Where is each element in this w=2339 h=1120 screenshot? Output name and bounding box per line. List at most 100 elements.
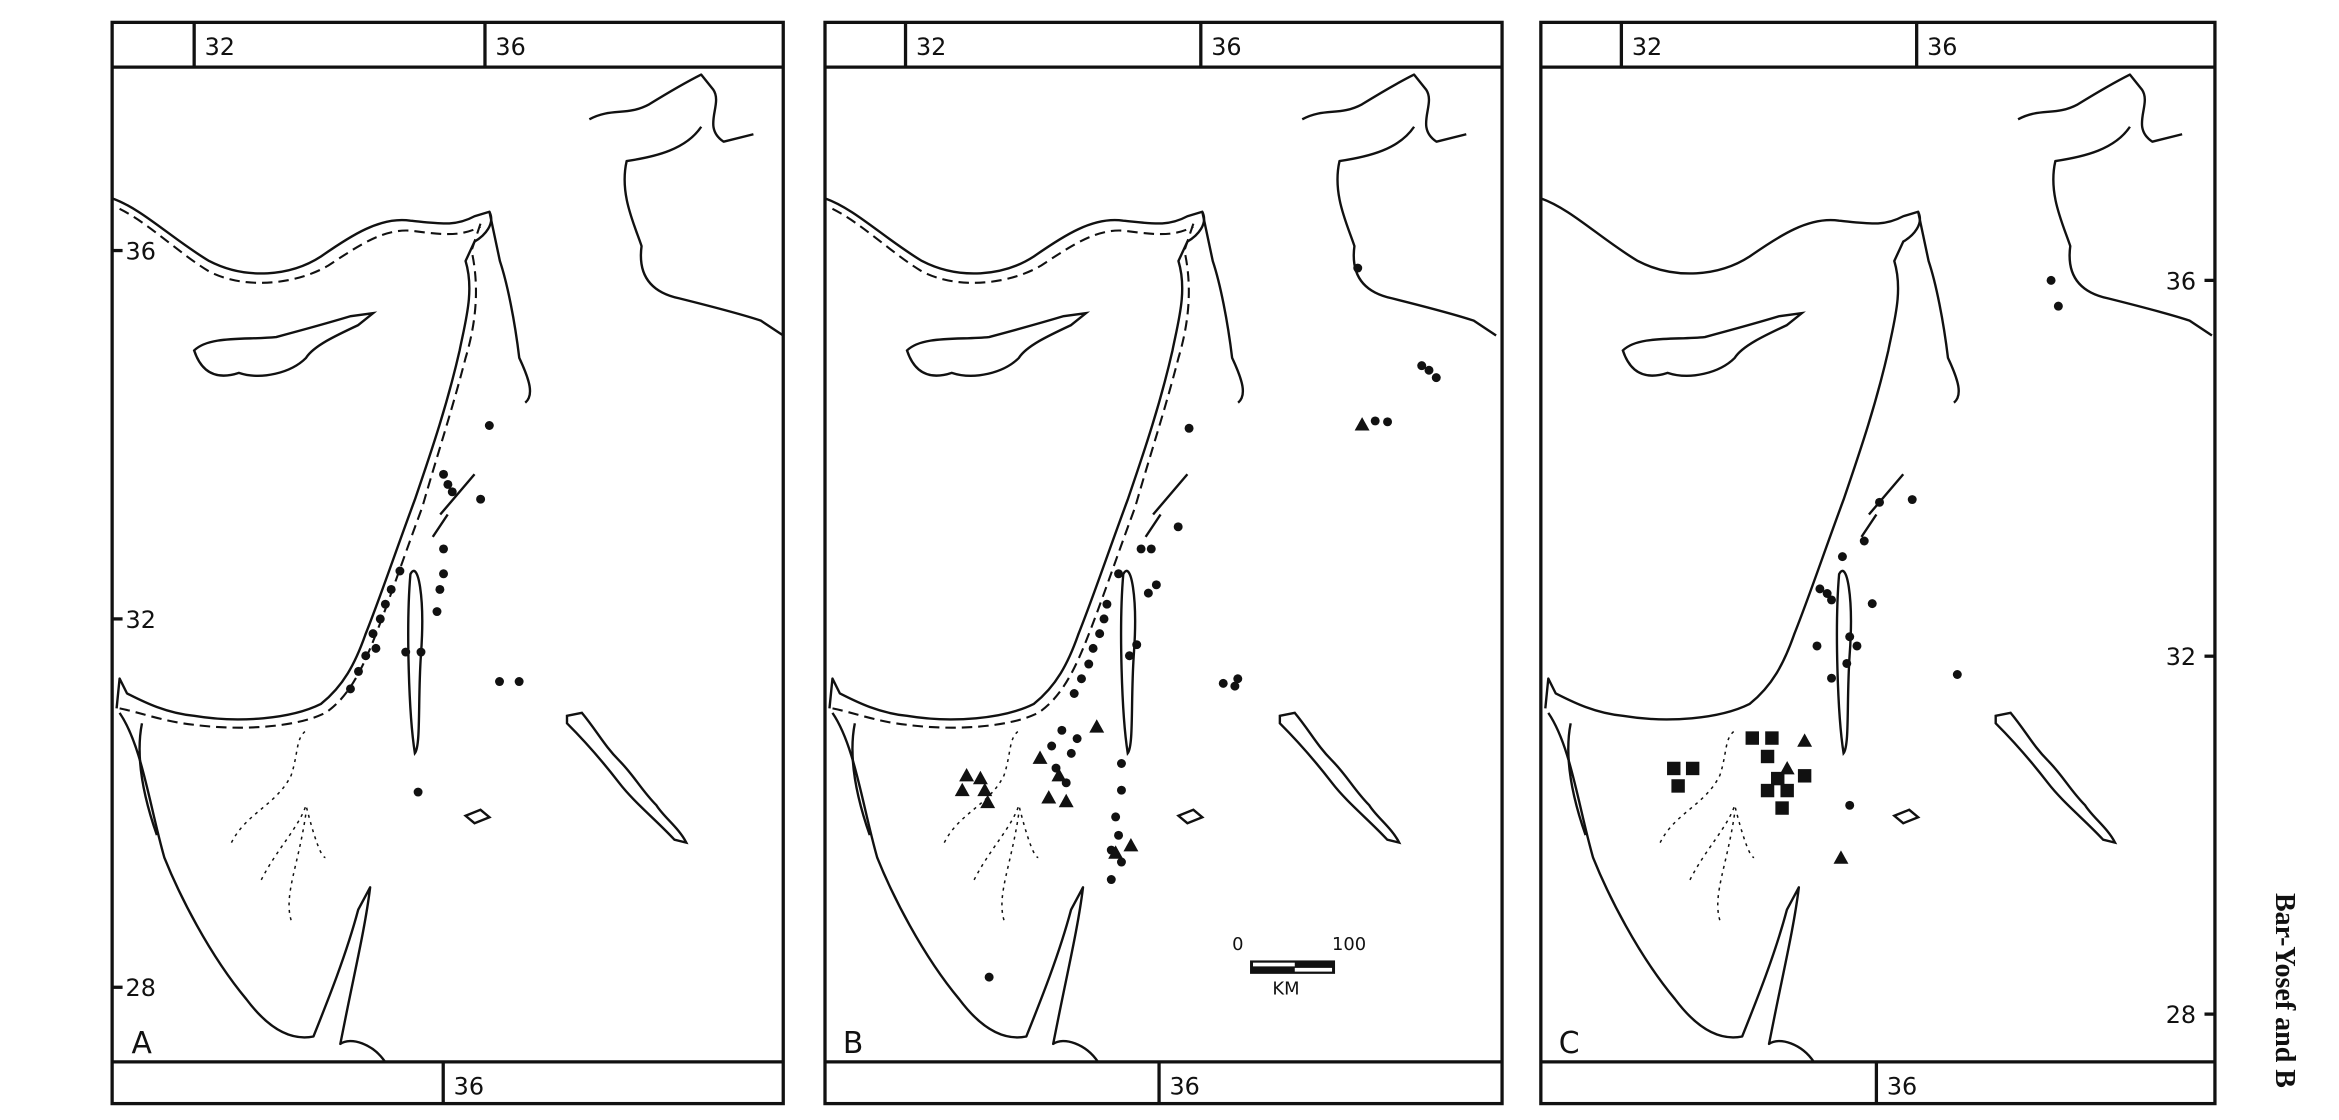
site-marker-dot	[395, 566, 405, 576]
site-marker-square	[1771, 771, 1785, 786]
site-marker-dot	[476, 494, 486, 504]
lat-label: 36	[126, 237, 156, 265]
site-marker-dot	[1230, 681, 1240, 691]
site-marker-dot	[386, 584, 396, 594]
site-markers	[1667, 275, 2063, 864]
site-marker-dot	[514, 677, 524, 687]
site-marker-dot	[1353, 263, 1363, 273]
site-marker-dot	[432, 607, 442, 617]
site-marker-dot	[1146, 544, 1156, 554]
site-marker-dot	[1837, 552, 1847, 562]
site-marker-dot	[1116, 857, 1126, 867]
site-marker-dot	[1151, 580, 1161, 590]
site-marker-dot	[439, 544, 449, 554]
site-marker-triangle	[1123, 837, 1139, 852]
panel-frame	[110, 20, 785, 1106]
site-marker-dot	[1822, 589, 1832, 598]
lon-label: 36	[1170, 1073, 1200, 1101]
lon-label: 36	[454, 1073, 484, 1101]
site-marker-dot	[1099, 614, 1109, 624]
site-marker-dot	[1072, 734, 1082, 744]
lon-label: 36	[1927, 33, 1957, 61]
site-marker-square	[1685, 761, 1700, 776]
site-marker-dot	[353, 666, 363, 676]
site-marker-dot	[435, 584, 445, 594]
site-marker-dot	[380, 599, 390, 609]
lat-label: 28	[2166, 1001, 2196, 1029]
site-marker-dot	[1842, 658, 1852, 668]
site-marker-square	[1760, 749, 1775, 764]
site-markers	[345, 421, 524, 797]
panel-frame	[823, 20, 1504, 1106]
lon-label: 32	[916, 33, 946, 61]
site-marker-dot	[1114, 830, 1124, 840]
site-marker-dot	[1383, 417, 1393, 427]
site-marker-triangle	[954, 782, 970, 797]
site-marker-dot	[495, 677, 504, 687]
site-marker-dot	[1106, 875, 1116, 884]
scale-max-label: 100	[1332, 934, 1366, 955]
site-marker-triangle	[1051, 768, 1067, 782]
site-marker-triangle	[1032, 750, 1048, 764]
site-marker-dot	[1066, 748, 1076, 758]
site-marker-dot	[413, 787, 423, 797]
site-marker-triangle	[980, 794, 996, 809]
site-marker-triangle	[1058, 793, 1074, 808]
site-marker-dot	[1424, 365, 1434, 375]
site-marker-dot	[371, 643, 381, 653]
site-marker-triangle	[1108, 845, 1124, 859]
site-marker-square	[1765, 731, 1779, 745]
site-marker-dot	[484, 421, 494, 430]
site-marker-square	[1780, 783, 1794, 798]
map-panel-c: 32 36 36 36 32 28 C	[1539, 20, 2217, 1106]
site-marker-dot	[1111, 812, 1121, 822]
basemap	[110, 73, 785, 1064]
site-marker-dot	[1417, 361, 1427, 371]
site-marker-dot	[1132, 640, 1142, 650]
site-marker-dot	[1845, 800, 1855, 810]
scale-min-label: 0	[1232, 934, 1243, 955]
site-marker-dot	[1114, 569, 1124, 579]
site-marker-dot	[1907, 495, 1917, 505]
basemap	[823, 73, 1498, 1064]
site-marker-dot	[416, 647, 426, 657]
site-marker-dot	[1116, 785, 1126, 795]
site-marker-dot	[1845, 632, 1855, 642]
site-marker-triangle	[972, 770, 988, 785]
site-marker-dot	[1116, 759, 1126, 768]
site-marker-dot	[443, 479, 453, 489]
panel-letter: B	[843, 1026, 863, 1061]
panel-frame	[1539, 20, 2217, 1106]
site-marker-dot	[1184, 423, 1194, 433]
site-marker-dot	[439, 569, 449, 579]
lon-label: 36	[495, 33, 525, 61]
site-marker-dot	[1088, 643, 1098, 653]
site-marker-square	[1667, 761, 1681, 776]
map-panel-b: 32 36 36 B 0 100 KM	[823, 20, 1504, 1106]
site-marker-triangle	[977, 782, 993, 797]
site-marker-dot	[1173, 522, 1183, 532]
site-marker-dot	[1370, 416, 1380, 426]
lat-label: 32	[2166, 643, 2196, 671]
panel-letter: A	[132, 1026, 153, 1061]
site-marker-triangle	[1089, 719, 1105, 733]
scale-bar-graphic	[1250, 960, 1336, 974]
panel-letter: C	[1559, 1026, 1580, 1061]
site-marker-dot	[1812, 641, 1822, 651]
site-marker-dot	[1859, 536, 1869, 546]
site-marker-dot	[1095, 629, 1105, 639]
site-marker-dot	[984, 972, 994, 982]
site-marker-square	[1745, 731, 1759, 745]
author-credit: Bar-Yosef and B	[2269, 893, 2300, 1088]
lon-label: 32	[1632, 33, 1662, 61]
site-marker-dot	[1076, 674, 1086, 684]
site-marker-dot	[1852, 641, 1862, 651]
site-marker-dot	[1102, 599, 1112, 609]
site-marker-dot	[1815, 584, 1825, 594]
site-markers	[954, 263, 1441, 982]
site-marker-dot	[1875, 497, 1884, 507]
site-marker-square	[1760, 783, 1775, 798]
site-marker-square	[1797, 769, 1812, 783]
basemap	[1539, 73, 2214, 1064]
